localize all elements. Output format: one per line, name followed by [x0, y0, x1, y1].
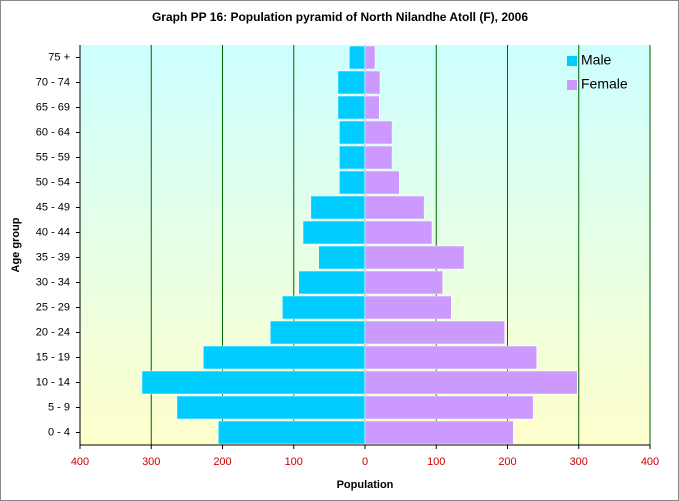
bar: [282, 295, 366, 320]
x-tick-label: 300: [570, 456, 588, 468]
bar: [364, 170, 400, 195]
y-tick-label: 40 - 44: [36, 226, 70, 238]
legend-swatch: [567, 56, 577, 66]
legend-label: Male: [581, 52, 612, 68]
bar: [364, 395, 534, 420]
x-tick-label: 300: [142, 456, 160, 468]
x-tick-label: 100: [285, 456, 303, 468]
bar: [337, 70, 366, 95]
y-tick-label: 15 - 19: [36, 351, 70, 363]
y-tick-label: 25 - 29: [36, 301, 70, 313]
y-tick-label: 35 - 39: [36, 251, 70, 263]
bar: [364, 70, 381, 95]
bar: [203, 345, 366, 370]
bar: [364, 295, 452, 320]
bar: [364, 270, 443, 295]
bar: [364, 95, 380, 120]
bar: [364, 120, 393, 145]
bar: [339, 170, 366, 195]
bar: [310, 195, 366, 220]
y-tick-label: 50 - 54: [36, 176, 70, 188]
bar: [349, 45, 366, 70]
y-tick-label: 10 - 14: [36, 376, 70, 388]
bar: [302, 220, 366, 245]
bar: [364, 345, 537, 370]
y-tick-label: 75 +: [48, 51, 70, 63]
y-tick-label: 65 - 69: [36, 101, 70, 113]
legend-swatch: [567, 80, 577, 90]
bar: [364, 245, 465, 270]
y-axis-label: Age group: [10, 217, 22, 272]
x-tick-label: 400: [641, 456, 659, 468]
y-tick-label: 30 - 34: [36, 276, 70, 288]
bar: [339, 145, 366, 170]
y-tick-label: 0 - 4: [48, 426, 70, 438]
bar: [364, 370, 578, 395]
bar: [269, 320, 366, 345]
x-tick-label: 200: [213, 456, 231, 468]
y-tick-label: 45 - 49: [36, 201, 70, 213]
bar: [364, 420, 514, 445]
bar: [176, 395, 366, 420]
x-tick-label: 200: [498, 456, 516, 468]
bar: [298, 270, 366, 295]
x-tick-label: 100: [427, 456, 445, 468]
y-tick-label: 20 - 24: [36, 326, 70, 338]
bar: [364, 145, 393, 170]
bar: [318, 245, 366, 270]
bar: [364, 195, 425, 220]
x-axis-label: Population: [337, 479, 394, 491]
bar: [364, 220, 433, 245]
x-tick-label: 400: [71, 456, 89, 468]
y-tick-label: 5 - 9: [48, 401, 70, 413]
bar: [364, 45, 376, 70]
bar: [339, 120, 366, 145]
bar: [141, 370, 366, 395]
y-tick-label: 70 - 74: [36, 76, 70, 88]
chart-title: Graph PP 16: Population pyramid of North…: [152, 10, 528, 24]
bar: [217, 420, 366, 445]
bar: [337, 95, 366, 120]
legend-label: Female: [581, 76, 628, 92]
y-tick-label: 55 - 59: [36, 151, 70, 163]
bar: [364, 320, 505, 345]
x-tick-label: 0: [362, 456, 368, 468]
y-tick-label: 60 - 64: [36, 126, 70, 138]
